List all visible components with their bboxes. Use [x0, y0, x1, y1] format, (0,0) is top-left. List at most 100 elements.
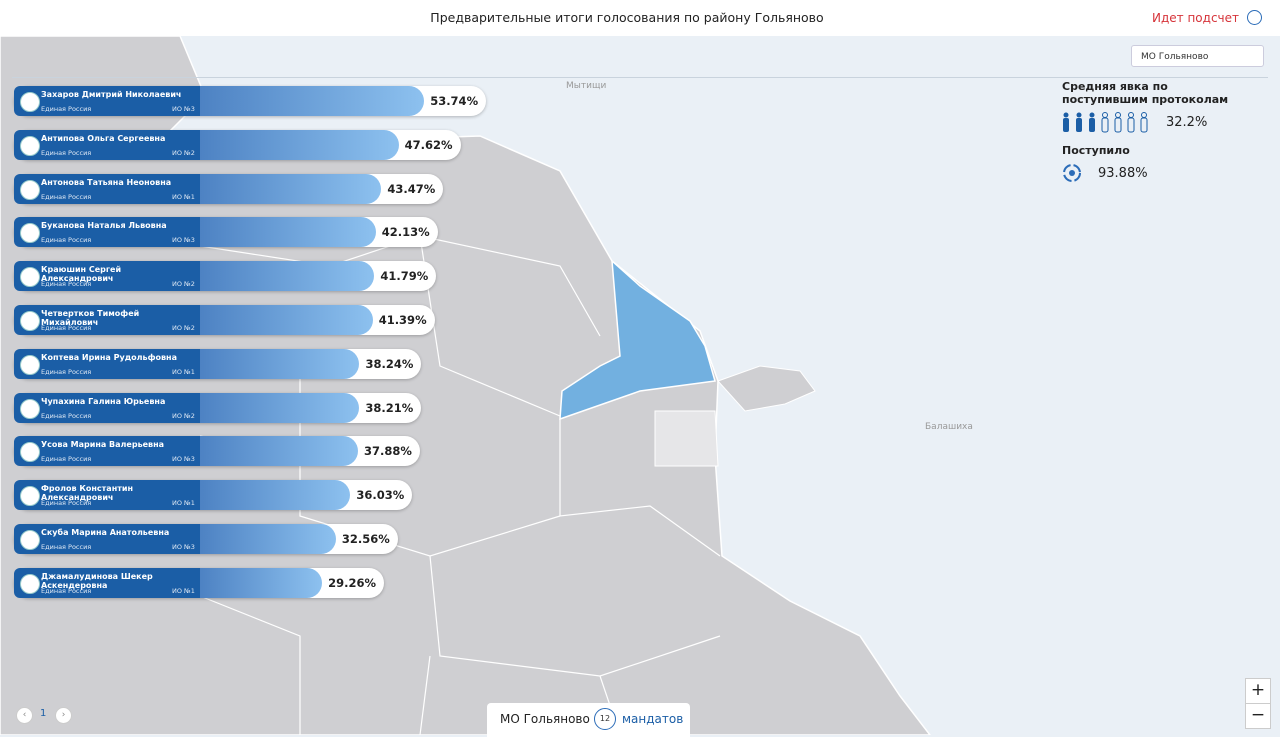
district	[654, 410, 719, 467]
candidate-info	[14, 217, 200, 248]
party-logo	[20, 179, 40, 200]
zoom-in[interactable]: +	[1245, 678, 1271, 704]
candidate-party: Единая Россия	[41, 236, 92, 245]
title: Предварительные итоги голосования по рай…	[430, 10, 824, 25]
result-label: 53.74%	[430, 94, 479, 108]
map-label: Мытищи	[566, 81, 606, 91]
result-label: 29.26%	[328, 575, 376, 590]
candidate-row: Скуба Марина Анатольевна Единая Россия ИО …	[14, 524, 398, 554]
party-logo	[20, 398, 40, 419]
candidate-row: Усова Марина Валерьевна Единая Россия ИО №…	[14, 436, 420, 467]
party-logo	[20, 135, 40, 156]
result-bar	[200, 305, 373, 335]
region-select[interactable]: МО Гольяново	[1131, 45, 1264, 67]
play-button[interactable]	[1247, 10, 1262, 25]
candidate-name: Усова Марина Валерьевна	[41, 440, 165, 450]
candidate-row: Захаров Дмитрий Николаевич Единая Россия И…	[14, 86, 487, 116]
candidate-district: ИО №2	[172, 324, 195, 332]
result-label: 43.47%	[387, 181, 436, 196]
candidate-district: ИО №3	[172, 455, 195, 464]
result-bar	[200, 436, 358, 467]
result-bar	[200, 173, 382, 204]
result-bar	[200, 348, 360, 379]
candidate-name: Захаров Дмитрий Николаевич	[41, 90, 182, 99]
candidate-party: Единая Россия	[41, 499, 92, 508]
result-bar	[200, 217, 376, 248]
result-label: 36.03%	[356, 488, 405, 503]
candidate-party: Единая Россия	[41, 148, 92, 157]
candidate-row: Джамалудинова Шекер Аскендеровна Единая Р…	[14, 567, 384, 598]
result-bar	[200, 392, 360, 423]
candidate-name: Антонова Татьяна Неоновна	[41, 177, 172, 187]
header	[0, 0, 1280, 36]
mandates-label: мандатов	[622, 712, 684, 726]
turnout-title: Средняя явка по поступившим протоколам	[1062, 80, 1229, 106]
candidate-info	[14, 173, 200, 204]
candidate-row: Буканова Наталья Львовна Единая Россия ИО …	[14, 217, 438, 248]
result-bar	[200, 567, 322, 598]
candidate-info	[14, 524, 200, 554]
mandates-count: 12	[594, 708, 616, 730]
received-title: Поступило	[1062, 144, 1130, 157]
candidate-party: Единая Россия	[41, 543, 92, 551]
candidate-row: Коптева Ирина Рудольфовна Единая Россия ИО…	[14, 348, 422, 379]
result-label: 41.79%	[380, 269, 429, 284]
result-label: 37.88%	[364, 444, 412, 459]
result-label: 47.62%	[404, 137, 453, 152]
zoom-out[interactable]: −	[1245, 703, 1271, 729]
result-label: 42.13%	[381, 225, 430, 240]
candidate-party: Единая Россия	[41, 586, 92, 595]
candidate-name: Антипова Ольга Сергеевна	[41, 133, 166, 143]
candidate-district: ИО №3	[172, 105, 195, 113]
turnout-value: 32.2%	[1166, 115, 1208, 130]
candidate-row: Антипова Ольга Сергеевна Единая Россия ИО …	[14, 129, 461, 160]
party-logo	[20, 267, 40, 288]
prev-page[interactable]: ‹	[16, 707, 33, 724]
candidate-info	[14, 436, 200, 467]
result-bar	[200, 480, 351, 511]
result-label: 38.24%	[365, 356, 414, 371]
selected-district[interactable]	[559, 259, 716, 421]
candidate-name: Скуба Марина Анатольевна	[41, 528, 170, 537]
candidate-name: Четвертков Тимофей Михайлович	[41, 309, 140, 327]
candidate-row: Антонова Татьяна Неоновна Единая Россия ИО…	[14, 173, 444, 204]
received-value: 93.88%	[1098, 166, 1148, 181]
result-label: 41.39%	[378, 313, 427, 327]
candidate-district: ИО №1	[172, 499, 195, 508]
people-icons	[1063, 112, 1148, 133]
party-logo	[20, 573, 40, 594]
candidate-name: Буканова Наталья Львовна	[41, 221, 167, 231]
candidate-row: Фролов Константин Александрович Единая Ро…	[14, 480, 413, 511]
party-logo	[20, 486, 40, 507]
candidate-name: Краюшин Сергей Александрович	[41, 265, 122, 284]
page-number[interactable]: 1	[40, 708, 47, 719]
result-label: 32.56%	[341, 532, 390, 546]
candidate-info	[14, 305, 200, 335]
next-page[interactable]: ›	[55, 707, 72, 724]
candidate-district: ИО №1	[172, 367, 195, 376]
party-logo	[20, 530, 40, 550]
party-logo	[20, 311, 40, 331]
candidate-party: Единая Россия	[41, 105, 92, 113]
party-logo	[20, 223, 40, 244]
candidate-info	[14, 567, 200, 598]
party-logo	[20, 354, 40, 375]
candidate-district: ИО №2	[172, 280, 195, 289]
divider	[12, 77, 1268, 78]
footer-district: МО Гольяново	[500, 712, 590, 726]
candidate-party: Единая Россия	[41, 192, 92, 201]
candidate-info	[14, 261, 200, 292]
candidate-info	[14, 392, 200, 423]
map: Мытищи Балашиха	[0, 36, 1280, 735]
candidate-district: ИО №3	[172, 543, 195, 551]
status: Идет подсчет	[1152, 11, 1240, 25]
candidate-info	[14, 129, 200, 160]
result-bar	[200, 524, 336, 554]
result-bar	[200, 86, 425, 116]
candidate-district: ИО №3	[172, 236, 195, 245]
result-label: 38.21%	[365, 400, 414, 415]
map-label: Балашиха	[925, 422, 973, 432]
candidate-row: Чупахина Галина Юрьевна Единая Россия ИО №…	[14, 392, 422, 423]
candidate-info	[14, 348, 200, 379]
